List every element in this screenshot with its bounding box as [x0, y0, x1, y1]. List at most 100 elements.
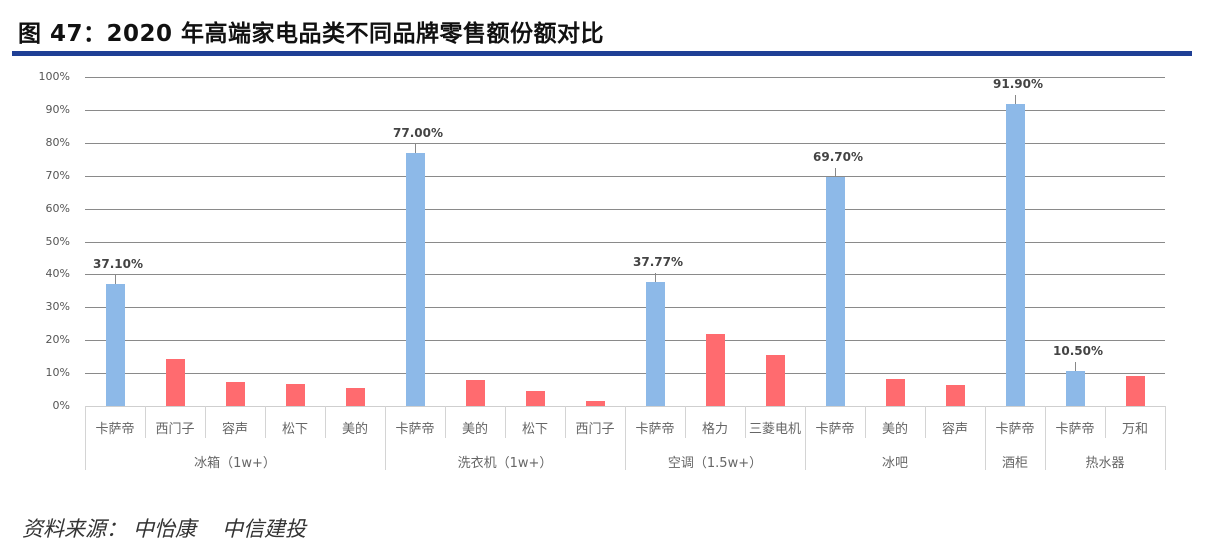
gridline	[85, 208, 1165, 210]
y-tick-label: 70%	[45, 168, 70, 182]
category-divider	[745, 406, 746, 438]
category-divider	[505, 406, 506, 438]
bar	[1005, 103, 1025, 406]
data-label: 10.50%	[1053, 344, 1103, 359]
group-label: 空调（1.5w+）	[667, 456, 763, 471]
label-leader-line	[415, 143, 416, 153]
bar	[225, 381, 245, 406]
group-divider	[625, 406, 626, 470]
y-tick-label: 50%	[45, 234, 70, 248]
data-label: 91.90%	[993, 76, 1043, 91]
y-tick-label: 60%	[45, 201, 70, 215]
category-divider	[925, 406, 926, 438]
bar	[105, 283, 125, 406]
page-title: 图 47：2020 年高端家电品类不同品牌零售额份额对比	[18, 21, 605, 47]
category-label: 松下	[281, 422, 308, 437]
bar	[165, 358, 185, 406]
category-divider	[205, 406, 206, 438]
title-rule	[12, 51, 1192, 56]
bar	[405, 152, 425, 406]
category-divider	[1105, 406, 1106, 438]
group-divider	[985, 406, 986, 470]
bar	[765, 355, 785, 406]
bar	[825, 176, 845, 406]
category-label: 容声	[221, 422, 248, 437]
y-tick-label: 40%	[45, 267, 70, 281]
gridline	[85, 241, 1165, 243]
label-leader-line	[835, 167, 836, 177]
y-tick-label: 100%	[38, 70, 70, 83]
category-divider	[325, 406, 326, 438]
category-label: 卡萨帝	[1055, 422, 1095, 437]
category-label: 松下	[521, 422, 548, 437]
group-label: 热水器	[1085, 456, 1125, 471]
category-label: 西门子	[575, 422, 615, 437]
category-label: 卡萨帝	[635, 422, 675, 437]
category-label: 格力	[701, 422, 728, 437]
category-divider	[265, 406, 266, 438]
gridline	[85, 175, 1165, 177]
source-note: 资料来源： 中怡康 中信建投	[22, 513, 306, 543]
category-label: 美的	[881, 422, 908, 437]
category-label: 卡萨帝	[395, 422, 435, 437]
group-label: 冰箱（1w+）	[194, 456, 276, 471]
bar	[945, 384, 965, 406]
group-divider	[805, 406, 806, 470]
gridline	[85, 373, 1165, 375]
data-label: 77.00%	[393, 125, 443, 140]
bar-chart: 0% 10% 20% 30% 40% 50% 60% 70% 80% 90% 100% 37.10% 卡…	[0, 60, 1210, 480]
bar	[645, 281, 665, 406]
category-label: 美的	[341, 422, 368, 437]
category-label: 卡萨帝	[815, 422, 855, 437]
label-leader-line	[115, 274, 116, 284]
group-divider	[85, 406, 86, 470]
group-label: 酒柜	[1001, 456, 1028, 471]
data-label: 37.10%	[93, 256, 143, 271]
category-label: 卡萨帝	[995, 422, 1035, 437]
category-divider	[565, 406, 566, 438]
bar	[885, 379, 905, 406]
gridline	[85, 142, 1165, 144]
data-label: 37.77%	[633, 254, 683, 269]
bar	[465, 380, 485, 406]
data-label: 69.70%	[813, 149, 863, 164]
bar	[285, 383, 305, 406]
category-label: 美的	[461, 422, 488, 437]
label-leader-line	[1015, 94, 1016, 104]
category-divider	[865, 406, 866, 438]
bar	[1065, 371, 1085, 406]
y-tick-label: 90%	[45, 102, 70, 116]
category-label: 卡萨帝	[95, 422, 135, 437]
category-label: 西门子	[155, 422, 195, 437]
category-label: 容声	[941, 422, 968, 437]
group-divider	[1045, 406, 1046, 470]
category-label: 万和	[1121, 422, 1148, 437]
bar	[585, 401, 605, 406]
source-label: 资料来源：	[22, 517, 127, 541]
group-divider	[385, 406, 386, 470]
bar	[345, 387, 365, 406]
y-tick-label: 10%	[45, 366, 70, 380]
label-leader-line	[655, 272, 656, 282]
group-label: 洗衣机（1w+）	[457, 456, 553, 471]
gridline	[85, 340, 1165, 342]
gridline	[85, 274, 1165, 276]
y-tick-label: 80%	[45, 135, 70, 149]
source-org-2: 中信建投	[222, 517, 306, 541]
category-divider	[145, 406, 146, 438]
category-divider	[685, 406, 686, 438]
gridline	[85, 307, 1165, 309]
y-tick-label: 20%	[45, 333, 70, 347]
bar	[525, 390, 545, 406]
bar	[705, 333, 725, 406]
category-divider	[445, 406, 446, 438]
category-label: 三菱电机	[748, 422, 801, 437]
bar	[1125, 375, 1145, 406]
group-label: 冰吧	[881, 456, 908, 471]
group-divider	[1165, 406, 1166, 470]
y-tick-label: 0%	[52, 399, 70, 412]
y-tick-label: 30%	[45, 300, 70, 314]
source-org-1: 中怡康	[133, 517, 196, 541]
label-leader-line	[1075, 362, 1076, 372]
gridline	[85, 77, 1165, 78]
